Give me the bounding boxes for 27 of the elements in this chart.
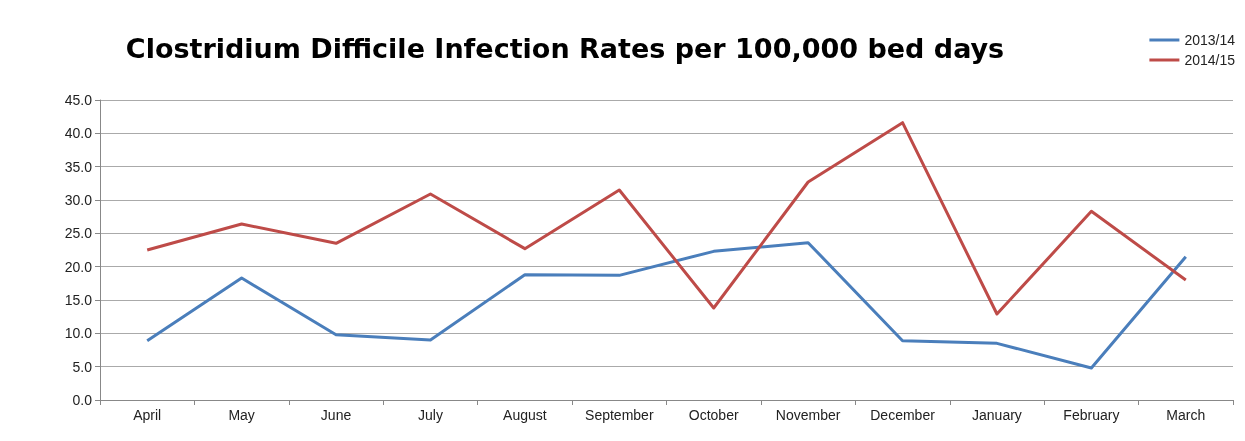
y-tick-label: 30.0: [64, 192, 93, 208]
x-tick-label: November: [775, 407, 841, 423]
y-tick-label: 10.0: [64, 325, 93, 342]
x-tick-label: August: [503, 407, 547, 423]
x-tick-label: February: [1063, 407, 1120, 423]
legend-label: 2013/14: [1184, 32, 1236, 48]
x-tick-label: June: [320, 407, 352, 423]
x-tick-label: September: [585, 407, 654, 423]
x-tick-label: April: [133, 407, 162, 423]
x-tick-label: March: [1166, 407, 1206, 423]
line-series: [145, 121, 1188, 316]
legend-label: 2014/15: [1184, 52, 1236, 68]
x-tick-label: July: [418, 407, 443, 423]
x-tick-label: January: [972, 407, 1022, 423]
y-tick-label: 20.0: [64, 258, 93, 275]
y-tick-label: 40.0: [64, 125, 93, 142]
chart-title: Clostridium Difficile Infection Rates per 100,000 bed days: [125, 33, 1005, 64]
y-tick-label: 0.0: [72, 392, 93, 408]
y-tick-label: 15.0: [64, 292, 93, 308]
x-tick-label: May: [228, 407, 255, 423]
x-tick-label: October: [688, 407, 739, 423]
line-series: [145, 241, 1188, 370]
y-tick-label: 25.0: [64, 225, 93, 242]
y-tick-label: 45.0: [64, 92, 93, 108]
y-tick-label: 5.0: [72, 358, 93, 375]
x-tick-label: December: [870, 407, 936, 423]
y-tick-label: 35.0: [64, 158, 93, 175]
